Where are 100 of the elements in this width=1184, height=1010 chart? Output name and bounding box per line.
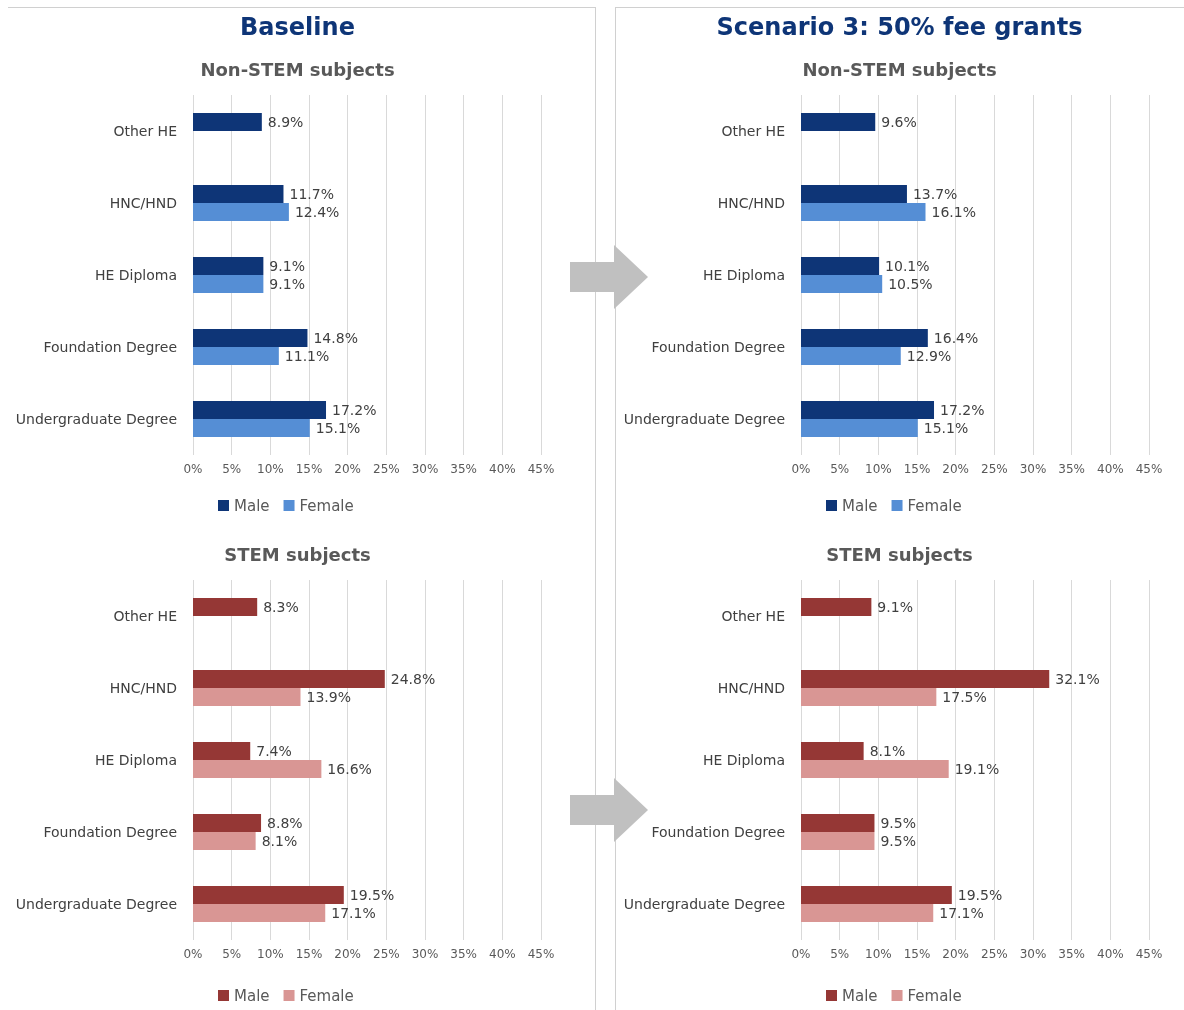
y-tick-label: HE Diploma (94, 267, 177, 283)
x-tick-label: 25% (981, 462, 1008, 476)
data-label: 10.1% (885, 258, 930, 274)
x-tick-label: 45% (1135, 947, 1163, 961)
chart-title: STEM subjects (224, 543, 371, 565)
data-label: 12.9% (906, 348, 952, 364)
data-label: 16.4% (933, 330, 979, 346)
legend-label: Male (234, 496, 270, 515)
bar (801, 347, 901, 365)
x-tick-label: 40% (1097, 462, 1124, 476)
y-tick-label: Foundation Degree (651, 339, 785, 355)
legend-label: Female (299, 986, 354, 1005)
bar (801, 203, 926, 221)
x-tick-label: 30% (1019, 462, 1047, 476)
legend-label: Male (842, 986, 878, 1005)
data-label: 9.6% (881, 114, 917, 130)
y-tick-label: Other HE (113, 608, 177, 624)
bar (801, 688, 937, 706)
bar (193, 688, 301, 706)
x-tick-label: 35% (450, 462, 477, 476)
x-tick-label: 45% (527, 947, 555, 961)
data-label: 8.3% (263, 599, 299, 615)
x-tick-label: 0% (791, 947, 811, 961)
data-label: 9.5% (880, 815, 917, 831)
data-label: 11.1% (284, 348, 330, 364)
x-tick-label: 0% (183, 462, 203, 476)
bar (801, 401, 935, 419)
bar (801, 329, 928, 347)
bar (193, 185, 284, 203)
data-label: 15.1% (315, 420, 361, 436)
y-tick-label: HNC/HND (717, 195, 785, 211)
x-tick-label: 20% (334, 947, 361, 961)
bar (801, 904, 934, 922)
bar (801, 419, 918, 437)
chart-title: Baseline (240, 13, 355, 41)
y-tick-label: HE Diploma (702, 752, 785, 768)
data-label: 32.1% (1055, 671, 1100, 687)
data-label: 9.1% (269, 276, 305, 292)
x-tick-label: 30% (1019, 947, 1047, 961)
bar (801, 886, 952, 904)
bar (193, 904, 326, 922)
data-label: 19.5% (349, 887, 395, 903)
data-label: 12.4% (294, 204, 340, 220)
chart-subtitle: Non-STEM subjects (200, 58, 395, 80)
x-tick-label: 40% (489, 462, 516, 476)
y-tick-label: Undergraduate Degree (15, 411, 177, 427)
chart-subtitle: Non-STEM subjects (802, 58, 997, 80)
x-tick-label: 15% (295, 947, 323, 961)
y-tick-label: Foundation Degree (43, 339, 177, 355)
bar (193, 760, 322, 778)
x-tick-label: 25% (373, 947, 400, 961)
data-label: 13.7% (912, 186, 958, 202)
x-tick-label: 10% (865, 462, 892, 476)
x-tick-label: 15% (903, 462, 931, 476)
legend-label: Female (907, 496, 962, 515)
data-label: 9.5% (880, 833, 917, 849)
bar (193, 814, 262, 832)
bar (193, 275, 264, 293)
legend-label: Female (907, 986, 962, 1005)
y-tick-label: Undergraduate Degree (623, 896, 785, 912)
data-label: 17.1% (939, 905, 984, 921)
x-tick-label: 15% (295, 462, 323, 476)
bar (193, 113, 262, 131)
x-tick-label: 15% (903, 947, 931, 961)
bar (801, 670, 1050, 688)
data-label: 13.9% (306, 689, 351, 705)
bar (193, 886, 344, 904)
x-tick-label: 0% (791, 462, 811, 476)
x-tick-label: 35% (1058, 947, 1085, 961)
x-tick-label: 5% (830, 462, 850, 476)
data-label: 7.4% (256, 743, 292, 759)
data-label: 8.1% (261, 833, 298, 849)
bar (801, 275, 883, 293)
x-tick-label: 40% (1097, 947, 1124, 961)
x-tick-label: 20% (942, 462, 969, 476)
bar (193, 347, 279, 365)
data-label: 16.1% (931, 204, 976, 220)
y-tick-label: Foundation Degree (43, 824, 177, 840)
data-label: 15.1% (923, 420, 969, 436)
data-label: 19.1% (954, 761, 1000, 777)
bar (801, 113, 876, 131)
data-label: 19.5% (957, 887, 1003, 903)
data-label: 8.1% (869, 743, 906, 759)
data-label: 16.6% (327, 761, 372, 777)
x-tick-label: 20% (334, 462, 361, 476)
legend-label: Male (842, 496, 878, 515)
bar (193, 257, 264, 275)
bar (193, 401, 327, 419)
data-label: 17.2% (332, 402, 377, 418)
x-tick-label: 45% (1135, 462, 1163, 476)
bar (193, 670, 385, 688)
x-tick-label: 10% (257, 947, 284, 961)
data-label: 9.1% (269, 258, 305, 274)
bar (193, 419, 310, 437)
y-tick-label: HNC/HND (109, 195, 177, 211)
y-tick-label: Other HE (721, 123, 785, 139)
x-tick-label: 25% (373, 462, 400, 476)
x-tick-label: 40% (489, 947, 516, 961)
data-label: 17.1% (331, 905, 376, 921)
bar (193, 203, 289, 221)
